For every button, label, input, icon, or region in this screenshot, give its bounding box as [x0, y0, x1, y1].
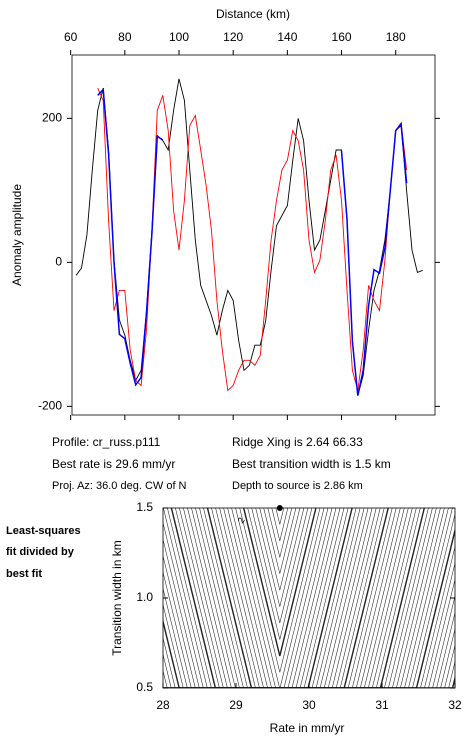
contour-line — [163, 527, 455, 688]
contour-line — [203, 508, 357, 688]
side-note: Least-squares — [6, 525, 81, 537]
contour-line — [163, 508, 437, 688]
contour-line — [163, 508, 421, 688]
data-line — [75, 78, 423, 396]
contour-line — [175, 508, 385, 688]
x-tick-label: 100 — [169, 30, 189, 44]
y-axis-label: Transition width in km — [110, 540, 124, 656]
contour-line — [215, 508, 345, 688]
contour-line — [255, 508, 305, 607]
info-text: Proj. Az: 36.0 deg. CW of N — [52, 480, 187, 492]
contour-line — [206, 508, 353, 688]
x-tick-label: 28 — [156, 698, 170, 712]
contour-line — [231, 508, 329, 688]
contour-line — [251, 508, 309, 624]
contour-field — [163, 508, 455, 688]
contour-line — [163, 627, 455, 688]
info-text: Depth to source is 2.86 km — [232, 480, 363, 492]
contour-line — [167, 508, 393, 688]
x-tick-label: 31 — [375, 698, 389, 712]
contour-line — [163, 512, 455, 688]
contour-line — [239, 508, 321, 673]
x-tick-label: 180 — [386, 30, 406, 44]
contour-line — [163, 508, 425, 688]
contour-line — [223, 508, 337, 688]
contour-line — [163, 508, 449, 688]
contour-line — [271, 508, 289, 541]
contour-line — [275, 508, 285, 525]
contour-line — [163, 508, 397, 688]
contour-line — [211, 508, 349, 688]
contour-line — [191, 508, 369, 688]
side-note: best fit — [6, 568, 42, 580]
x-tick-label: 140 — [277, 30, 297, 44]
y-axis-label: Anomaly amplitude — [10, 184, 24, 286]
x-tick-label: 30 — [302, 698, 316, 712]
y-tick-label: 0.5 — [136, 680, 153, 694]
contour-line — [179, 508, 381, 688]
contour-line — [163, 508, 417, 688]
x-tick-label: 60 — [64, 30, 78, 44]
contour-line — [163, 508, 441, 688]
contour-line — [163, 562, 455, 688]
contour-line — [163, 508, 413, 688]
contour-line — [163, 508, 401, 688]
chart-title: Distance (km) — [216, 7, 290, 21]
contour-line — [183, 508, 377, 688]
contour-line — [247, 508, 313, 640]
contour-line — [170, 508, 389, 688]
contour-line — [219, 508, 341, 688]
contour-line — [163, 508, 433, 688]
contour-line — [243, 508, 317, 657]
data-line — [97, 87, 164, 387]
contour-line — [163, 687, 455, 688]
y-tick-label: -200 — [38, 399, 62, 413]
contour-line — [199, 508, 361, 688]
x-tick-label: 80 — [118, 30, 132, 44]
contour-label: 2 — [236, 516, 247, 525]
info-text: Best rate is 29.6 mm/yr — [52, 457, 175, 471]
contour-line — [235, 508, 325, 688]
contour-line — [163, 545, 455, 688]
contour-line — [187, 508, 373, 688]
contour-line — [263, 508, 297, 574]
contour-line — [163, 508, 409, 688]
side-note: fit divided by — [6, 546, 75, 558]
x-tick-label: 29 — [229, 698, 243, 712]
info-text: Best transition width is 1.5 km — [232, 457, 391, 471]
contour-line — [259, 508, 301, 591]
x-tick-label: 120 — [223, 30, 243, 44]
contour-line — [195, 508, 365, 688]
contour-line — [163, 508, 405, 688]
info-text: Ridge Xing is 2.64 66.33 — [232, 435, 363, 449]
contour-line — [163, 508, 429, 688]
contour-line — [267, 508, 293, 558]
x-tick-label: 32 — [448, 698, 462, 712]
contour-line — [163, 508, 445, 688]
contour-line — [163, 508, 453, 688]
best-fit-point — [276, 505, 283, 511]
y-tick-label: 200 — [42, 111, 62, 125]
info-text: Profile: cr_russ.p111 — [52, 435, 161, 449]
contour-line — [227, 508, 333, 688]
y-tick-label: 0 — [55, 255, 62, 269]
x-tick-label: 160 — [332, 30, 352, 44]
data-line — [340, 122, 408, 396]
plot-frame — [71, 54, 436, 416]
x-axis-label: Rate in mm/yr — [270, 721, 345, 735]
y-tick-label: 1.0 — [136, 590, 153, 604]
y-tick-label: 1.5 — [136, 500, 153, 514]
